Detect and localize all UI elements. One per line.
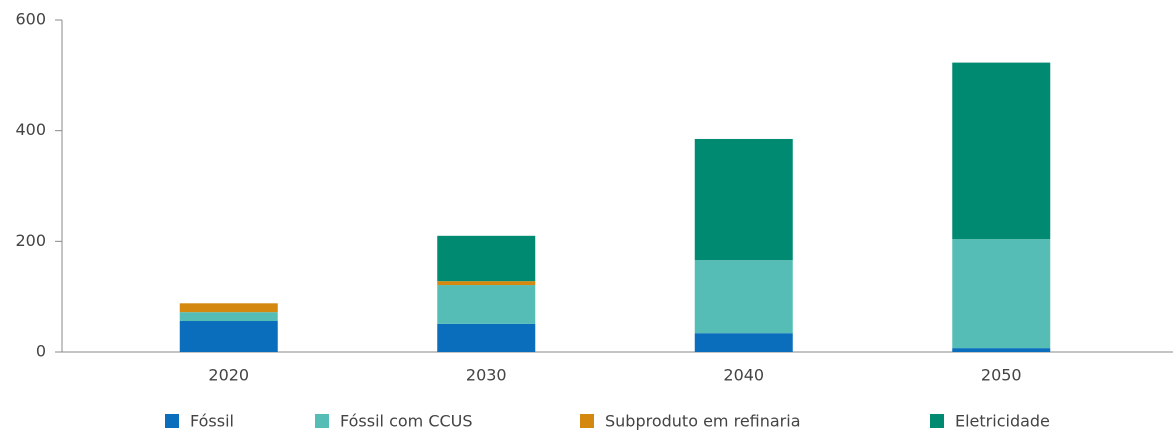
bar-segment bbox=[952, 348, 1051, 352]
y-tick-label: 400 bbox=[15, 120, 46, 139]
legend-swatch bbox=[930, 414, 944, 428]
bar-segment bbox=[437, 323, 536, 352]
legend-swatch bbox=[315, 414, 329, 428]
bar-segment bbox=[179, 321, 278, 352]
legend-label: Fóssil bbox=[190, 412, 234, 431]
legend-label: Eletricidade bbox=[955, 412, 1050, 431]
y-tick-label: 200 bbox=[15, 231, 46, 250]
bar-segment bbox=[952, 62, 1051, 240]
legend-label: Fóssil com CCUS bbox=[340, 412, 473, 431]
x-tick-label: 2030 bbox=[466, 366, 507, 385]
legend-swatch bbox=[165, 414, 179, 428]
x-tick-label: 2050 bbox=[981, 366, 1022, 385]
y-tick-label: 0 bbox=[36, 342, 46, 361]
bar-segment bbox=[437, 285, 536, 324]
bar-segment bbox=[179, 303, 278, 313]
bar-segment bbox=[952, 239, 1051, 349]
legend-swatch bbox=[580, 414, 594, 428]
x-tick-label: 2020 bbox=[208, 366, 249, 385]
bar-segment bbox=[694, 333, 793, 352]
bar-segment bbox=[437, 281, 536, 286]
bar-segment bbox=[437, 235, 536, 282]
bar-segment bbox=[694, 260, 793, 334]
x-tick-label: 2040 bbox=[723, 366, 764, 385]
legend-label: Subproduto em refinaria bbox=[605, 412, 801, 431]
bar-segment bbox=[694, 138, 793, 261]
bar-segment bbox=[179, 312, 278, 322]
y-tick-label: 600 bbox=[15, 10, 46, 29]
